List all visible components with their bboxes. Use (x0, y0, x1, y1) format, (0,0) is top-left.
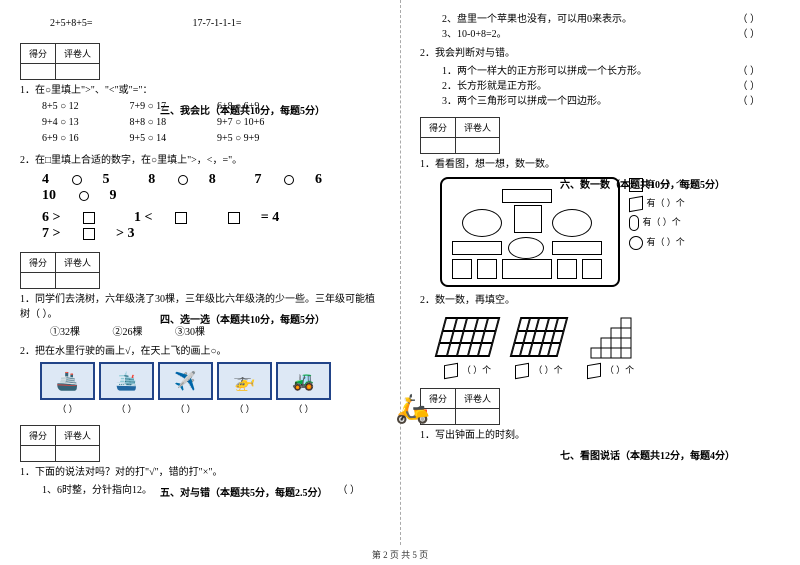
plane-icon: ✈️ (158, 362, 213, 400)
tf-item-r1: 2、盘里一个苹果也没有，可以用0来表示。 （ ） (442, 10, 760, 25)
score-box-7: 得分评卷人 (420, 388, 500, 425)
arithmetic-row: 2+5+8+5= 17-7-1-1-1= (50, 18, 380, 29)
score-col-1: 得分 (21, 44, 56, 64)
sphere-icon (629, 236, 643, 250)
vehicle-images: 🚢 🛳️ ✈️ 🚁 🚜 (40, 362, 380, 400)
fill-line-2: 6 > 1 < = 4 7 > > 3 (42, 210, 380, 242)
fill-line-1: 4 5 8 8 7 6 10 9 (42, 172, 380, 204)
section-4-header: 得分评卷人 四、选一选（本题共10分，每题5分） (20, 252, 380, 286)
section-4-title: 四、选一选（本题共10分，每题5分） (160, 311, 325, 326)
bike-icon: 🛵 (395, 392, 430, 426)
cube-group-1: （ ）个 (440, 317, 495, 378)
paren-row: （ ） （ ） （ ） （ ） （ ） (40, 402, 380, 415)
helicopter-icon: 🚁 (217, 362, 272, 400)
section-7-title: 七、看图说话（本题共12分，每题4分） (560, 447, 735, 462)
page-divider (400, 0, 401, 545)
cube-icon (629, 196, 643, 212)
q7-1-text: 1．写出钟面上的时刻。 (420, 426, 780, 441)
score-col-2: 评卷人 (56, 44, 100, 64)
pyramid-cubes-icon (583, 314, 638, 359)
expression-1: 2+5+8+5= (50, 18, 190, 29)
tf-item-r2: 3、10-0+8=2。 （ ） (442, 25, 760, 40)
right-column: 2、盘里一个苹果也没有，可以用0来表示。 （ ） 3、10-0+8=2。 （ ）… (400, 0, 800, 565)
score-box-6: 得分评卷人 (420, 117, 500, 154)
section-7-header: 得分评卷人 七、看图说话（本题共12分，每题4分） (420, 388, 780, 422)
section-5-header: 得分评卷人 五、对与错（本题共5分，每题2.5分） (20, 425, 380, 459)
tf-item-j1: 1．两个一样大的正方形可以拼成一个长方形。 （ ） (442, 62, 760, 77)
tf-item-j3: 3．两个三角形可以拼成一个四边形。 （ ） (442, 92, 760, 107)
section-5-title: 五、对与错（本题共5分，每题2.5分） (160, 484, 328, 499)
blocks-scene (440, 177, 620, 287)
score-box-4: 得分评卷人 (20, 252, 100, 289)
section-6-header: 得分评卷人 六、数一数（本题共10分，每题5分） (420, 117, 780, 151)
cylinder-icon (629, 215, 639, 231)
score-box-5: 得分评卷人 (20, 425, 100, 462)
expression-2: 17-7-1-1-1= (193, 18, 333, 29)
tf-item-j2: 2．长方形就是正方形。 （ ） (442, 77, 760, 92)
compare-row-3: 6+9 ○ 16 9+5 ○ 14 9+5 ○ 9+9 (42, 131, 380, 147)
q6-1-text: 1．看看图，想一想，数一数。 (420, 155, 780, 170)
ship-icon: 🚢 (40, 362, 95, 400)
cruise-icon: 🛳️ (99, 362, 154, 400)
q3-1-text: 1．在○里填上">"、"<"或"="： (20, 81, 380, 96)
cube-group-3: （ ）个 (583, 314, 638, 378)
q3-2-text: 2．在□里填上合适的数字，在○里填上">，<，="。 (20, 151, 380, 166)
q5-2-text: 2．我会判断对与错。 (420, 44, 780, 59)
section-3-header: 得分评卷人 三、我会比（本题共10分，每题5分） (20, 43, 380, 77)
q6-2-text: 2．数一数，再填空。 (420, 291, 780, 306)
cube-group-2: （ ）个 (515, 317, 563, 378)
cube-groups: （ ）个 （ ）个 （ ）个 (440, 314, 780, 378)
section-3-title: 三、我会比（本题共10分，每题5分） (160, 102, 325, 117)
page-footer: 第 2 页 共 5 页 (0, 548, 800, 561)
score-box: 得分评卷人 (20, 43, 100, 80)
q4-2-text: 2．把在水里行驶的画上√，在天上飞的画上○。 (20, 342, 380, 357)
q5-1-text: 1．下面的说法对吗？对的打"√"，错的打"×"。 (20, 463, 380, 478)
compare-row-2: 9+4 ○ 13 8+8 ○ 18 9+7 ○ 10+6 (42, 115, 380, 131)
tractor-icon: 🚜 (276, 362, 331, 400)
left-column: 2+5+8+5= 17-7-1-1-1= 得分评卷人 三、我会比（本题共10分，… (0, 0, 400, 565)
